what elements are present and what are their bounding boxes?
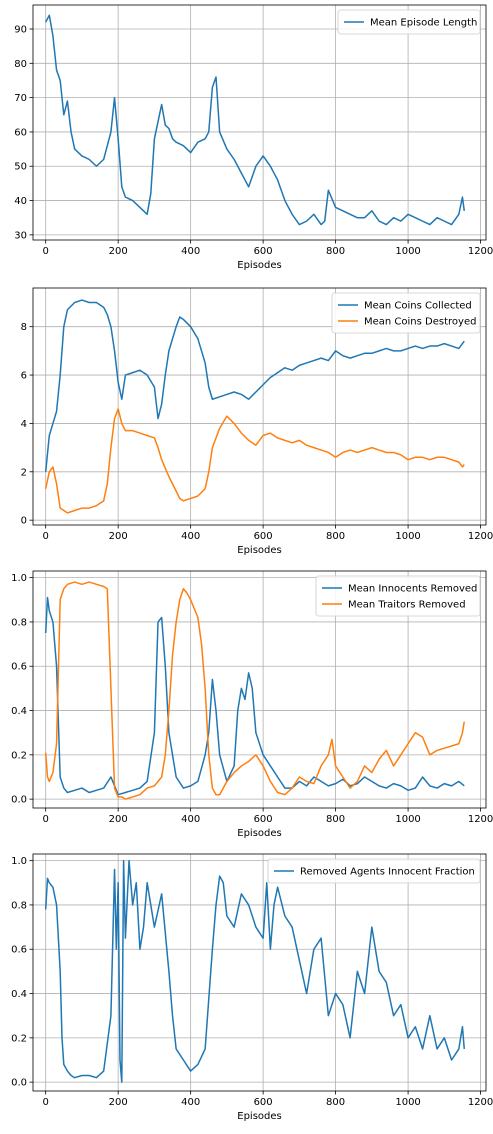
y-tick-label: 50 <box>14 162 27 173</box>
x-tick-label: 200 <box>109 531 128 542</box>
x-tick-label: 1000 <box>395 814 420 825</box>
x-tick-label: 600 <box>254 246 273 257</box>
legend-box <box>331 292 481 334</box>
x-tick-label: 0 <box>42 814 48 825</box>
x-axis-label: Episodes <box>237 1111 281 1122</box>
x-tick-label: 1200 <box>468 814 493 825</box>
y-tick-label: 70 <box>14 93 27 104</box>
y-tick-label: 8 <box>21 322 27 333</box>
x-axis-label: Episodes <box>237 545 281 556</box>
legend-box <box>267 858 481 884</box>
series-line-1 <box>44 299 465 472</box>
chart-panel-4: 0 200 400 600 800 1000 1200 0.0 0.2 0.4 0.6 0.8 1.0 E… <box>11 853 493 1122</box>
x-tick-label: 1000 <box>395 1097 420 1108</box>
y-tick-label: 90 <box>14 25 27 36</box>
y-tick-label: 0.6 <box>11 945 27 956</box>
x-tick-label: 1000 <box>395 246 420 257</box>
series-line-1 <box>44 859 466 1083</box>
y-tick-label: 0 <box>21 516 27 527</box>
x-tick-label: 800 <box>326 246 345 257</box>
x-tick-label: 0 <box>42 531 48 542</box>
x-tick-label: 1000 <box>395 531 420 542</box>
y-tick-label: 1.0 <box>11 573 27 584</box>
x-tick-label: 600 <box>254 814 273 825</box>
x-tick-label: 1200 <box>468 246 493 257</box>
series-line-1 <box>44 596 465 796</box>
x-tick-label: 600 <box>254 531 273 542</box>
y-tick-label: 0.0 <box>11 795 27 806</box>
x-tick-label: 400 <box>181 814 200 825</box>
legend-label: Removed Agents Innocent Fraction <box>300 867 475 878</box>
y-tick-label: 4 <box>21 419 27 430</box>
axes-frame <box>32 4 487 241</box>
legend-box <box>315 575 481 617</box>
legend: Mean Episode Length <box>337 9 481 35</box>
y-tick-label: 0.8 <box>11 617 27 628</box>
y-tick-label: 0.2 <box>11 750 27 761</box>
y-tick-label: 0.6 <box>11 662 27 673</box>
legend-label: Mean Coins Destroyed <box>364 317 476 328</box>
x-tick-label: 1200 <box>468 531 493 542</box>
x-tick-label: 0 <box>42 1097 48 1108</box>
x-tick-label: 1200 <box>468 1097 493 1108</box>
y-tick-label: 0.2 <box>11 1033 27 1044</box>
y-tick-label: 40 <box>14 196 27 207</box>
legend-box <box>337 9 481 35</box>
y-tick-label: 6 <box>21 371 27 382</box>
series-line-2 <box>44 581 466 800</box>
x-tick-label: 600 <box>254 1097 273 1108</box>
x-tick-label: 800 <box>326 531 345 542</box>
axes-frame <box>32 287 487 526</box>
legend: Mean Innocents Removed Mean Traitors Remo… <box>315 575 481 617</box>
legend: Removed Agents Innocent Fraction <box>267 858 481 884</box>
x-tick-label: 400 <box>181 1097 200 1108</box>
chart-panel-3: 0 200 400 600 800 1000 1200 0.0 0.2 0.4 0.6 0.8 1.0 E… <box>11 570 493 839</box>
legend-label: Mean Traitors Removed <box>348 600 466 611</box>
x-tick-label: 0 <box>42 246 48 257</box>
legend: Mean Coins Collected Mean Coins Destroyed <box>331 292 481 334</box>
chart-panel-2: 0 200 400 600 800 1000 1200 0 2 4 6 8 Episodes Mean C… <box>21 287 493 556</box>
y-tick-label: 0.0 <box>11 1078 27 1089</box>
x-tick-label: 400 <box>181 246 200 257</box>
y-tick-label: 80 <box>14 59 27 70</box>
y-tick-label: 0.4 <box>11 989 27 1000</box>
y-tick-label: 60 <box>14 127 27 138</box>
series-line-1 <box>45 14 466 226</box>
x-axis-label: Episodes <box>237 828 281 839</box>
axes-frame <box>32 853 487 1092</box>
y-tick-label: 0.4 <box>11 706 27 717</box>
x-tick-label: 200 <box>109 814 128 825</box>
x-tick-label: 800 <box>326 1097 345 1108</box>
legend-label: Mean Innocents Removed <box>348 584 477 595</box>
y-tick-label: 2 <box>21 467 27 478</box>
legend-label: Mean Coins Collected <box>364 301 472 312</box>
y-tick-label: 30 <box>14 230 27 241</box>
legend-label: Mean Episode Length <box>370 18 477 29</box>
series-line-2 <box>44 408 465 514</box>
y-tick-label: 1.0 <box>11 856 27 867</box>
x-axis-label: Episodes <box>237 260 281 271</box>
x-tick-label: 400 <box>181 531 200 542</box>
x-tick-label: 200 <box>109 1097 128 1108</box>
y-tick-label: 0.8 <box>11 900 27 911</box>
x-tick-label: 800 <box>326 814 345 825</box>
axes-frame <box>32 570 487 809</box>
chart-panel-1: 0 200 400 600 800 1000 1200 30 40 50 60 70 80 90 Episo… <box>14 4 493 271</box>
x-tick-label: 200 <box>109 246 128 257</box>
